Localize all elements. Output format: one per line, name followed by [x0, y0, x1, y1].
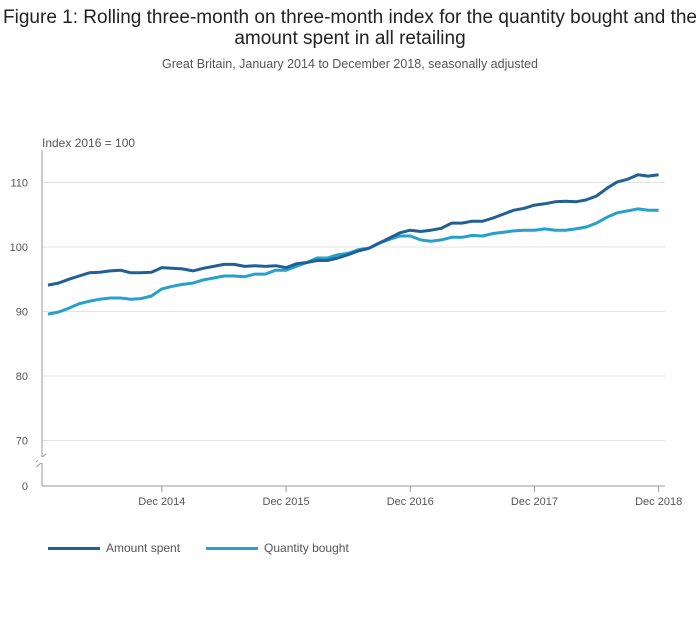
y-tick-label: 100 [10, 242, 28, 254]
series-line-amount-spent [47, 173, 659, 287]
axis-break-gap [38, 457, 46, 463]
chart-subtitle: Great Britain, January 2014 to December … [162, 57, 538, 71]
legend: Amount spent Quantity bought [48, 541, 349, 555]
y-axis-label: Index 2016 = 100 [42, 136, 135, 150]
legend-item-amount-spent: Amount spent [48, 541, 180, 555]
x-tick-label: Dec 2017 [511, 496, 558, 508]
legend-item-quantity-bought: Quantity bought [206, 541, 349, 555]
x-tick-label: Dec 2016 [387, 496, 434, 508]
x-tick-label: Dec 2018 [635, 496, 682, 508]
series-line-quantity-bought [47, 207, 659, 316]
chart-title: Figure 1: Rolling three-month on three-m… [3, 7, 697, 49]
x-tick-label: Dec 2014 [138, 496, 185, 508]
y-tick-label: 0 [22, 481, 28, 493]
y-tick-label: 80 [16, 371, 28, 383]
legend-swatch [206, 546, 259, 550]
y-tick-label: 70 [16, 436, 28, 448]
x-tick-label: Dec 2015 [263, 496, 310, 508]
legend-swatch [48, 546, 100, 550]
y-tick-label: 110 [10, 178, 28, 190]
y-tick-label: 90 [16, 307, 28, 319]
legend-label: Amount spent [106, 541, 181, 555]
legend-label: Quantity bought [264, 541, 349, 555]
